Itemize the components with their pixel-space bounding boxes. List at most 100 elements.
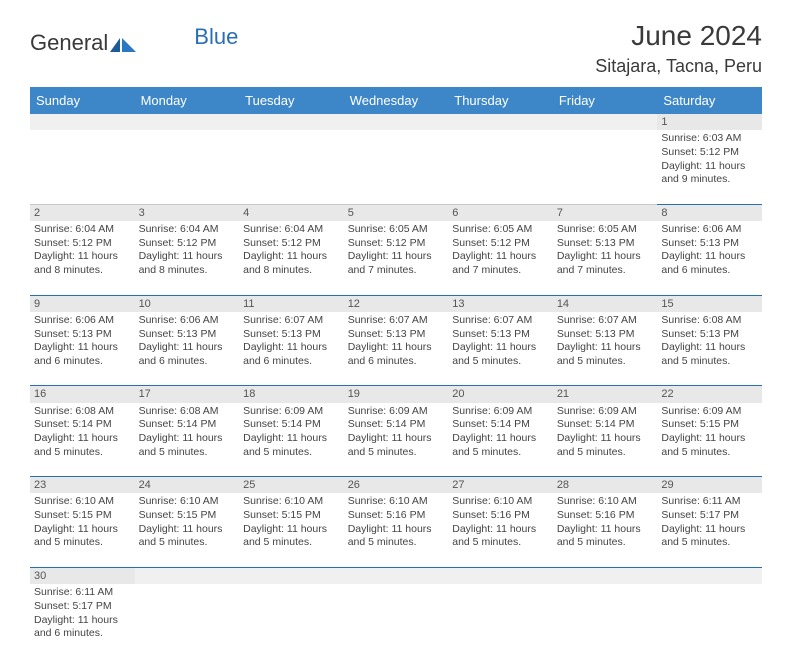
day-number-cell: 28 — [553, 477, 658, 494]
day-detail: Sunrise: 6:10 AMSunset: 5:16 PMDaylight:… — [348, 495, 445, 550]
sunset-line: Sunset: 5:13 PM — [139, 328, 236, 342]
logo-flag-icon — [110, 34, 136, 52]
col-monday: Monday — [135, 87, 240, 114]
day-data-cell: Sunrise: 6:08 AMSunset: 5:14 PMDaylight:… — [135, 403, 240, 477]
col-saturday: Saturday — [657, 87, 762, 114]
day-data-cell — [239, 130, 344, 204]
day-number-cell: 17 — [135, 386, 240, 403]
sunset-line: Sunset: 5:13 PM — [452, 328, 549, 342]
day-detail: Sunrise: 6:08 AMSunset: 5:14 PMDaylight:… — [139, 405, 236, 460]
day-data-cell — [657, 584, 762, 658]
weekday-header-row: Sunday Monday Tuesday Wednesday Thursday… — [30, 87, 762, 114]
day-data-cell: Sunrise: 6:09 AMSunset: 5:14 PMDaylight:… — [344, 403, 449, 477]
day-detail: Sunrise: 6:10 AMSunset: 5:15 PMDaylight:… — [139, 495, 236, 550]
day-data-cell: Sunrise: 6:07 AMSunset: 5:13 PMDaylight:… — [239, 312, 344, 386]
daylight-line: Daylight: 11 hours and 8 minutes. — [139, 250, 236, 277]
daylight-line: Daylight: 11 hours and 5 minutes. — [557, 432, 654, 459]
month-title: June 2024 — [595, 20, 762, 52]
daylight-line: Daylight: 11 hours and 8 minutes. — [243, 250, 340, 277]
day-data-cell: Sunrise: 6:05 AMSunset: 5:12 PMDaylight:… — [448, 221, 553, 295]
day-data-cell: Sunrise: 6:11 AMSunset: 5:17 PMDaylight:… — [657, 493, 762, 567]
sunset-line: Sunset: 5:14 PM — [557, 418, 654, 432]
sunrise-line: Sunrise: 6:11 AM — [34, 586, 131, 600]
logo: General Blue — [30, 30, 238, 56]
page-header: General Blue June 2024 Sitajara, Tacna, … — [30, 20, 762, 77]
sunset-line: Sunset: 5:13 PM — [661, 237, 758, 251]
day-detail: Sunrise: 6:05 AMSunset: 5:13 PMDaylight:… — [557, 223, 654, 278]
daylight-line: Daylight: 11 hours and 6 minutes. — [348, 341, 445, 368]
day-detail: Sunrise: 6:04 AMSunset: 5:12 PMDaylight:… — [243, 223, 340, 278]
sunset-line: Sunset: 5:12 PM — [139, 237, 236, 251]
day-number-cell: 27 — [448, 477, 553, 494]
day-number-cell: 19 — [344, 386, 449, 403]
day-number-cell: 13 — [448, 295, 553, 312]
day-data-cell: Sunrise: 6:03 AMSunset: 5:12 PMDaylight:… — [657, 130, 762, 204]
daylight-line: Daylight: 11 hours and 5 minutes. — [661, 523, 758, 550]
day-number-cell — [657, 567, 762, 584]
day-data-cell: Sunrise: 6:10 AMSunset: 5:15 PMDaylight:… — [30, 493, 135, 567]
day-number-cell: 1 — [657, 114, 762, 130]
day-detail: Sunrise: 6:07 AMSunset: 5:13 PMDaylight:… — [452, 314, 549, 369]
day-number-cell — [135, 567, 240, 584]
sunrise-line: Sunrise: 6:10 AM — [557, 495, 654, 509]
day-number-cell: 15 — [657, 295, 762, 312]
week-row: Sunrise: 6:06 AMSunset: 5:13 PMDaylight:… — [30, 312, 762, 386]
sunrise-line: Sunrise: 6:08 AM — [661, 314, 758, 328]
day-data-cell: Sunrise: 6:09 AMSunset: 5:14 PMDaylight:… — [239, 403, 344, 477]
day-number-cell: 26 — [344, 477, 449, 494]
sunset-line: Sunset: 5:14 PM — [452, 418, 549, 432]
sunset-line: Sunset: 5:13 PM — [661, 328, 758, 342]
day-number-cell — [448, 567, 553, 584]
day-number-cell: 25 — [239, 477, 344, 494]
week-row: Sunrise: 6:08 AMSunset: 5:14 PMDaylight:… — [30, 403, 762, 477]
sunrise-line: Sunrise: 6:04 AM — [34, 223, 131, 237]
daylight-line: Daylight: 11 hours and 7 minutes. — [348, 250, 445, 277]
col-sunday: Sunday — [30, 87, 135, 114]
sunset-line: Sunset: 5:15 PM — [661, 418, 758, 432]
day-data-cell: Sunrise: 6:09 AMSunset: 5:14 PMDaylight:… — [553, 403, 658, 477]
day-detail: Sunrise: 6:05 AMSunset: 5:12 PMDaylight:… — [452, 223, 549, 278]
day-number-cell: 6 — [448, 204, 553, 221]
day-data-cell — [448, 584, 553, 658]
sunrise-line: Sunrise: 6:07 AM — [348, 314, 445, 328]
sunset-line: Sunset: 5:15 PM — [139, 509, 236, 523]
title-block: June 2024 Sitajara, Tacna, Peru — [595, 20, 762, 77]
day-number-cell — [239, 567, 344, 584]
logo-text-general: General — [30, 30, 108, 56]
sunset-line: Sunset: 5:16 PM — [557, 509, 654, 523]
col-wednesday: Wednesday — [344, 87, 449, 114]
sunset-line: Sunset: 5:13 PM — [34, 328, 131, 342]
daylight-line: Daylight: 11 hours and 5 minutes. — [557, 341, 654, 368]
week-row: Sunrise: 6:10 AM Sunset: 5:15 PM Daylight:… — [30, 493, 762, 567]
day-number-cell: 5 — [344, 204, 449, 221]
sunrise-line: Sunrise: 6:03 AM — [661, 132, 758, 146]
daylight-line: Daylight: 11 hours and 5 minutes. — [661, 432, 758, 459]
day-data-cell: Sunrise: 6:07 AMSunset: 5:13 PMDaylight:… — [344, 312, 449, 386]
sunrise-line: Sunrise: 6:05 AM — [452, 223, 549, 237]
day-detail: Sunrise: 6:04 AMSunset: 5:12 PMDaylight:… — [34, 223, 131, 278]
daylight-line: Daylight: 11 hours and 8 minutes. — [34, 250, 131, 277]
logo-text-blue: Blue — [194, 24, 238, 50]
day-detail: Sunrise: 6:09 AMSunset: 5:14 PMDaylight:… — [243, 405, 340, 460]
daylight-line: Daylight: 11 hours and 6 minutes. — [139, 341, 236, 368]
day-data-cell: Sunrise: 6:04 AMSunset: 5:12 PMDaylight:… — [30, 221, 135, 295]
day-number-cell — [553, 114, 658, 130]
day-data-cell: Sunrise: 6:10 AMSunset: 5:16 PMDaylight:… — [553, 493, 658, 567]
daylight-line: Daylight: 11 hours and 5 minutes. — [243, 432, 340, 459]
calendar-body: 1Sunrise: 6:03 AMSunset: 5:12 PMDaylight… — [30, 114, 762, 658]
day-data-cell — [344, 130, 449, 204]
day-number-cell: 22 — [657, 386, 762, 403]
col-tuesday: Tuesday — [239, 87, 344, 114]
day-data-cell: Sunrise: 6:10 AMSunset: 5:15 PMDaylight:… — [239, 493, 344, 567]
day-number-cell: 14 — [553, 295, 658, 312]
day-detail: Sunrise: 6:09 AMSunset: 5:15 PMDaylight:… — [661, 405, 758, 460]
day-detail: Sunrise: 6:06 AMSunset: 5:13 PMDaylight:… — [139, 314, 236, 369]
sunset-line: Sunset: 5:12 PM — [243, 237, 340, 251]
sunset-line: Sunset: 5:12 PM — [348, 237, 445, 251]
day-data-cell: Sunrise: 6:07 AMSunset: 5:13 PMDaylight:… — [448, 312, 553, 386]
day-data-cell — [448, 130, 553, 204]
day-number-cell: 29 — [657, 477, 762, 494]
daylight-line: Daylight: 11 hours and 5 minutes. — [34, 523, 131, 550]
week-row: Sunrise: 6:04 AMSunset: 5:12 PMDaylight:… — [30, 221, 762, 295]
day-detail: Sunrise: 6:11 AMSunset: 5:17 PMDaylight:… — [661, 495, 758, 550]
